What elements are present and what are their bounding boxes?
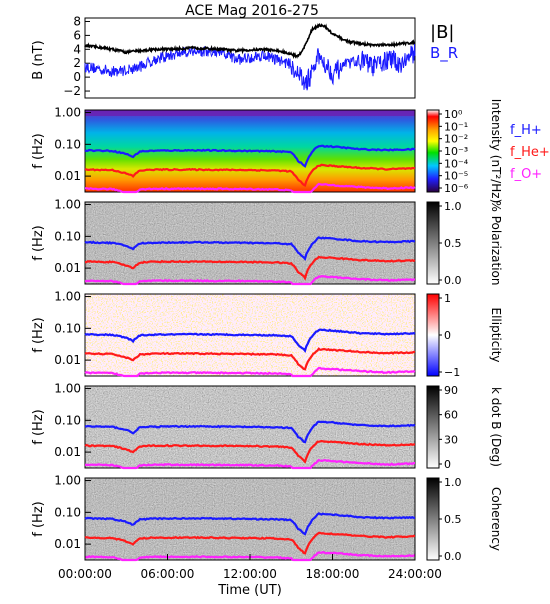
x-tick-label: 18:00:00 (306, 567, 360, 581)
intensity-colorbar (426, 109, 440, 193)
coherency-cbar-tick-label: 0.0 (444, 550, 462, 563)
legend-b-total: |B| (430, 22, 454, 43)
ellipticity-line-f-heplus (84, 347, 416, 371)
spectral-panels: 1.000.100.01f (Hz)10⁰10⁻¹10⁻²10⁻³10⁻⁴10⁻… (31, 99, 550, 563)
coherency-cbar-tick-label: 0.5 (444, 513, 462, 526)
x-axis: 00:00:00 06:00:00 12:00:00 18:00:00 24:00:00 (58, 554, 442, 581)
coherency-cbar-tick-label: 1.0 (444, 476, 462, 489)
mag-tick-label: 2 (73, 56, 81, 70)
ellipticity-cbar-tick-label: 0 (444, 329, 451, 342)
ellipticity-cbar-tick-label: −1 (444, 366, 460, 379)
ellipticity-tick-label: 0.10 (54, 321, 81, 335)
coherency-tick-label: 0.01 (54, 537, 81, 551)
kdotb-panel: 1.00 0.10 0.01 f (Hz) 90 60 30 0 k dot B (Deg) (31, 382, 503, 471)
x-tick-label: 24:00:00 (388, 567, 442, 581)
polarization-line-f-hplus (84, 236, 416, 261)
coherency-line-f-hplus (84, 512, 415, 536)
polarization-cbar-label: % Polarization (489, 201, 503, 286)
ellipticity-tick-label: 1.00 (54, 290, 81, 304)
polarization-panel: 1.00 0.10 0.01 f (Hz) 1.0 0.5 0.0 % Polarizatio… (31, 198, 503, 287)
polarization-cbar-tick-label: 0.0 (444, 274, 462, 287)
mag-ylabel: B (nT) (31, 40, 46, 79)
x-axis-label: Time (UT) (217, 583, 282, 598)
legend-f-heplus: f_He+ (510, 145, 550, 160)
intensity-cbar-tick-label: 10⁻⁴ (444, 157, 469, 170)
intensity-tick-label: 1.00 (54, 106, 81, 120)
legend-b-r: B_R (430, 44, 458, 63)
polarization-tick-label: 0.01 (54, 261, 81, 275)
intensity-line-f-hplus (84, 144, 416, 168)
coherency-ylabel: f (Hz) (31, 501, 46, 536)
ellipticity-ylabel: f (Hz) (31, 317, 46, 352)
coherency-panel: 1.00 0.10 0.01 f (Hz) 1.0 0.5 0.0 Coherency (31, 474, 503, 563)
coherency-tick-label: 0.10 (54, 505, 81, 519)
intensity-cbar-tick-label: 10⁻⁶ (444, 182, 469, 195)
coherency-cbar-label: Coherency (489, 487, 503, 551)
ellipticity-tick-label: 0.01 (54, 353, 81, 367)
intensity-panel: 1.000.100.01f (Hz)10⁰10⁻¹10⁻²10⁻³10⁻⁴10⁻… (31, 99, 550, 204)
polarization-line-f-heplus (85, 255, 416, 281)
x-tick-label: 00:00:00 (58, 567, 112, 581)
kdotb-cbar-label: k dot B (Deg) (489, 387, 503, 467)
mag-tick-label: 6 (73, 28, 81, 42)
legend-f-oplus: f_O+ (510, 167, 542, 182)
polarization-cbar-tick-label: 0.5 (444, 237, 462, 250)
kdotb-colorbar (426, 385, 440, 469)
kdotb-line-f-oplus (84, 458, 415, 470)
intensity-band (85, 110, 415, 116)
ellipticity-panel: 1.00 0.10 0.01 f (Hz) 1 0 −1 Ellipticity (31, 290, 503, 379)
kdotb-cbar-tick-label: 60 (444, 409, 458, 422)
intensity-cbar-label: Intensity (nT²/Hz) (489, 99, 503, 204)
intensity-cbar-tick-label: 10⁻¹ (444, 120, 468, 133)
intensity-cbar-tick-label: 10⁰ (444, 108, 463, 121)
mag-tick-label: 0 (73, 70, 81, 84)
kdotb-cbar-tick-label: 0 (444, 458, 451, 471)
intensity-ylabel: f (Hz) (31, 133, 46, 168)
series-line-b-r (84, 43, 416, 91)
chart-title: ACE Mag 2016-275 (185, 3, 319, 19)
coherency-tick-label: 1.00 (54, 474, 81, 488)
kdotb-line-f-hplus (84, 420, 416, 444)
x-tick-label: 06:00:00 (141, 567, 195, 581)
intensity-cbar-tick-label: 10⁻³ (444, 145, 468, 158)
kdotb-tick-label: 0.01 (54, 445, 81, 459)
series-line-b-total (84, 22, 416, 60)
coherency-line-f-heplus (84, 531, 416, 555)
ellipticity-colorbar (426, 293, 440, 377)
intensity-tick-label: 0.01 (54, 169, 81, 183)
polarization-colorbar (426, 201, 440, 285)
intensity-cbar-tick-label: 10⁻² (444, 133, 468, 146)
mag-tick-label: 8 (73, 14, 81, 28)
x-tick-label: 12:00:00 (223, 567, 277, 581)
coherency-colorbar (426, 477, 440, 561)
kdotb-tick-label: 0.10 (54, 413, 81, 427)
ellipticity-cbar-tick-label: 1 (444, 292, 451, 305)
ellipticity-line-f-hplus (84, 328, 416, 354)
mag-tick-label: 4 (73, 42, 81, 56)
kdotb-cbar-tick-label: 90 (444, 384, 458, 397)
intensity-line-f-oplus (84, 182, 416, 194)
ellipticity-line-f-oplus (84, 366, 416, 378)
polarization-tick-label: 0.10 (54, 229, 81, 243)
kdotb-line-f-heplus (84, 439, 416, 464)
ellipticity-cbar-label: Ellipticity (489, 308, 503, 363)
mag-tick-label: −2 (63, 84, 81, 98)
polarization-line-f-oplus (84, 274, 416, 286)
polarization-ylabel: f (Hz) (31, 225, 46, 260)
intensity-tick-label: 0.10 (54, 137, 81, 151)
intensity-line-f-heplus (84, 163, 416, 187)
polarization-tick-label: 1.00 (54, 198, 81, 212)
legend-f-hplus: f_H+ (510, 123, 542, 138)
kdotb-tick-label: 1.00 (54, 382, 81, 396)
kdotb-ylabel: f (Hz) (31, 409, 46, 444)
polarization-cbar-tick-label: 1.0 (444, 200, 462, 213)
kdotb-cbar-tick-label: 30 (444, 433, 458, 446)
intensity-cbar-tick-label: 10⁻⁵ (444, 170, 468, 183)
